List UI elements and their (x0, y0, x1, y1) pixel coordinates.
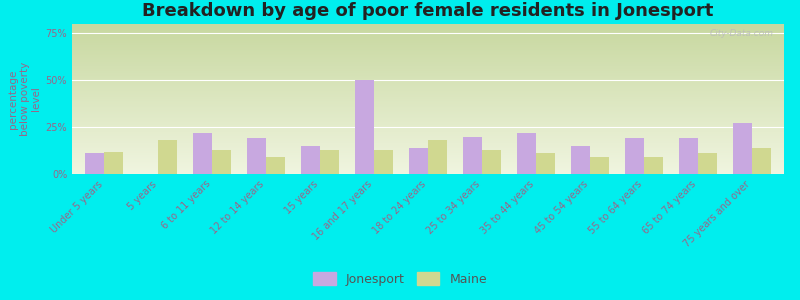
Bar (104, 152, 123, 174)
Bar (194, 133, 212, 174)
Bar (320, 150, 339, 174)
Bar (625, 138, 644, 174)
Bar (733, 123, 752, 174)
Bar (158, 140, 177, 174)
Bar (247, 138, 266, 174)
Bar (355, 80, 374, 174)
Bar (482, 150, 501, 174)
Bar (698, 153, 717, 174)
Bar (752, 148, 770, 174)
Bar (428, 140, 447, 174)
Y-axis label: percentage
below poverty
level: percentage below poverty level (8, 62, 42, 136)
Bar (212, 150, 231, 174)
Bar (536, 153, 554, 174)
Bar (590, 157, 609, 174)
Title: Breakdown by age of poor female residents in Jonesport: Breakdown by age of poor female resident… (142, 2, 714, 20)
Bar (266, 157, 285, 174)
Text: City-Data.com: City-Data.com (710, 28, 774, 38)
Bar (644, 157, 662, 174)
Bar (571, 146, 590, 174)
Bar (409, 148, 428, 174)
Bar (86, 153, 104, 174)
Bar (679, 138, 698, 174)
Bar (463, 136, 482, 174)
Legend: Jonesport, Maine: Jonesport, Maine (308, 267, 492, 291)
Bar (517, 133, 536, 174)
Bar (302, 146, 320, 174)
Bar (374, 150, 393, 174)
